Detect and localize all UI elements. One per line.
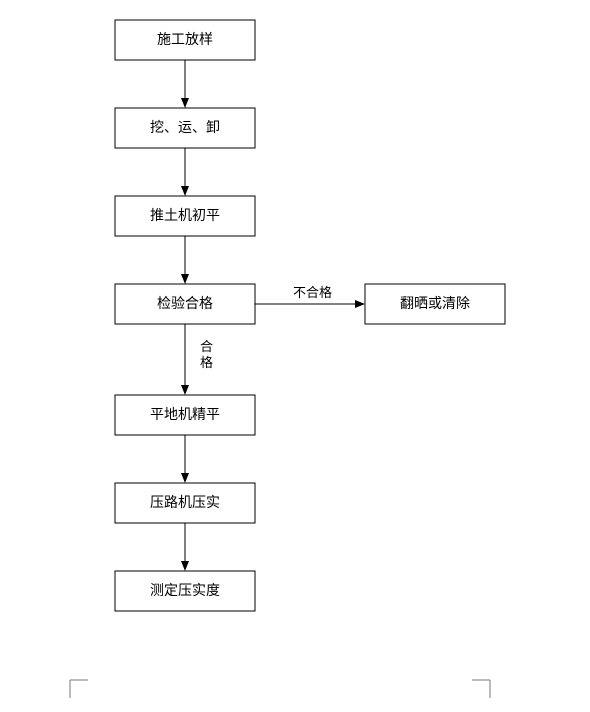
flow-edge-n3-n4 bbox=[181, 236, 189, 284]
flow-node-label: 测定压实度 bbox=[150, 583, 220, 599]
flow-node-n6: 平地机精平 bbox=[115, 395, 255, 435]
edge-label: 合 bbox=[200, 339, 213, 354]
flow-edge-n1-n2 bbox=[181, 60, 189, 108]
arrow-head bbox=[355, 300, 365, 308]
arrow-head bbox=[181, 186, 189, 196]
flow-node-label: 挖、运、卸 bbox=[150, 120, 220, 136]
flow-node-label: 翻晒或清除 bbox=[400, 296, 470, 312]
flow-node-label: 压路机压实 bbox=[150, 495, 220, 511]
edge-label: 不合格 bbox=[293, 285, 332, 300]
flow-node-n4: 检验合格 bbox=[115, 284, 255, 324]
flow-node-n7: 压路机压实 bbox=[115, 483, 255, 523]
arrow-head bbox=[181, 473, 189, 483]
flow-node-n1: 施工放样 bbox=[115, 20, 255, 60]
arrow-head bbox=[181, 274, 189, 284]
flow-node-n5: 翻晒或清除 bbox=[365, 284, 505, 324]
crop-mark bbox=[472, 680, 490, 698]
flow-edge-n4-n5: 不合格 bbox=[255, 285, 365, 308]
flow-node-n8: 测定压实度 bbox=[115, 571, 255, 611]
arrow-head bbox=[181, 98, 189, 108]
flow-node-label: 推土机初平 bbox=[150, 207, 220, 224]
flow-edge-n7-n8 bbox=[181, 523, 189, 571]
arrow-head bbox=[181, 561, 189, 571]
edge-label: 格 bbox=[200, 355, 213, 370]
flow-node-label: 检验合格 bbox=[157, 296, 213, 312]
flow-edge-n6-n7 bbox=[181, 435, 189, 483]
flow-node-n2: 挖、运、卸 bbox=[115, 108, 255, 148]
flow-node-label: 平地机精平 bbox=[150, 407, 220, 423]
flow-edge-n2-n3 bbox=[181, 148, 189, 196]
flow-edge-n4-n6: 合格 bbox=[181, 324, 213, 395]
flow-node-n3: 推土机初平 bbox=[115, 196, 255, 236]
flow-node-label: 施工放样 bbox=[157, 32, 213, 48]
crop-mark bbox=[70, 680, 88, 698]
arrow-head bbox=[181, 385, 189, 395]
